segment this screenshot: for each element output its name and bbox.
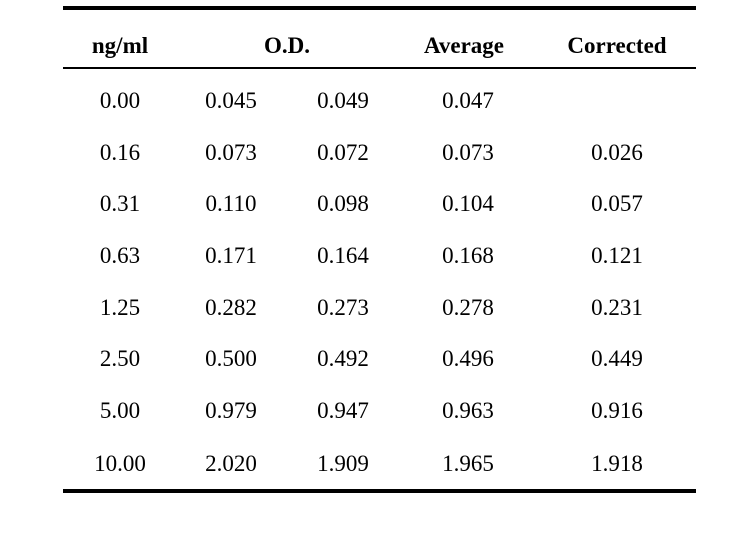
table-row: 0.63 0.171 0.164 0.168 0.121 xyxy=(63,241,696,271)
cell-od-2: 0.072 xyxy=(317,140,369,165)
cell-average: 0.104 xyxy=(442,191,494,216)
cell-od-1: 0.979 xyxy=(205,398,257,423)
cell-od-2: 0.049 xyxy=(317,88,369,113)
cell-od-1: 2.020 xyxy=(205,451,257,476)
cell-concentration: 0.00 xyxy=(99,88,141,113)
cell-concentration: 0.16 xyxy=(99,140,141,165)
table-bottom-rule xyxy=(63,489,696,493)
cell-corrected: 0.449 xyxy=(591,346,643,371)
cell-average: 0.278 xyxy=(442,295,494,320)
cell-od-1: 0.073 xyxy=(205,140,257,165)
cell-od-2: 0.947 xyxy=(317,398,369,423)
cell-average: 0.496 xyxy=(442,346,494,371)
cell-od-1: 0.282 xyxy=(205,295,257,320)
cell-od-2: 1.909 xyxy=(317,451,369,476)
cell-corrected: 0.916 xyxy=(591,398,643,423)
cell-od-2: 0.098 xyxy=(317,191,369,216)
cell-average: 0.168 xyxy=(442,243,494,268)
cell-od-1: 0.045 xyxy=(205,88,257,113)
cell-od-2: 0.492 xyxy=(317,346,369,371)
cell-average: 0.963 xyxy=(442,398,494,423)
cell-concentration: 1.25 xyxy=(99,295,141,320)
cell-average: 1.965 xyxy=(442,451,494,476)
table-row: 10.00 2.020 1.909 1.965 1.918 xyxy=(63,449,696,479)
cell-concentration: 0.31 xyxy=(99,191,141,216)
cell-od-1: 0.110 xyxy=(205,191,257,216)
cell-corrected: 0.121 xyxy=(591,243,643,268)
table-top-rule xyxy=(63,6,696,10)
header-od: O.D. xyxy=(264,33,310,58)
cell-corrected: 0.026 xyxy=(591,140,643,165)
cell-average: 0.073 xyxy=(442,140,494,165)
table-row: 2.50 0.500 0.492 0.496 0.449 xyxy=(63,344,696,374)
table-header-row: ng/ml O.D. Average Corrected xyxy=(63,10,696,67)
cell-concentration: 5.00 xyxy=(99,398,141,423)
table-row: 1.25 0.282 0.273 0.278 0.231 xyxy=(63,293,696,323)
header-corrected: Corrected xyxy=(567,33,667,58)
table-body: 0.00 0.045 0.049 0.047 0.16 0.073 0.072 … xyxy=(63,69,696,489)
table-row: 5.00 0.979 0.947 0.963 0.916 xyxy=(63,396,696,426)
cell-od-2: 0.164 xyxy=(317,243,369,268)
cell-od-1: 0.171 xyxy=(205,243,257,268)
cell-concentration: 2.50 xyxy=(99,346,141,371)
cell-concentration: 10.00 xyxy=(94,451,146,476)
table-row: 0.00 0.045 0.049 0.047 xyxy=(63,86,696,116)
cell-corrected: 0.231 xyxy=(591,295,643,320)
header-average: Average xyxy=(423,33,505,58)
cell-od-2: 0.273 xyxy=(317,295,369,320)
cell-corrected: 1.918 xyxy=(591,451,643,476)
table-row: 0.31 0.110 0.098 0.104 0.057 xyxy=(63,189,696,219)
table-header-rule xyxy=(63,67,696,69)
cell-od-1: 0.500 xyxy=(205,346,257,371)
cell-average: 0.047 xyxy=(442,88,494,113)
data-table: ng/ml O.D. Average Corrected 0.00 0.045 … xyxy=(63,6,696,493)
header-concentration: ng/ml xyxy=(91,33,149,58)
cell-corrected: 0.057 xyxy=(591,191,643,216)
table-row: 0.16 0.073 0.072 0.073 0.026 xyxy=(63,138,696,168)
cell-concentration: 0.63 xyxy=(99,243,141,268)
